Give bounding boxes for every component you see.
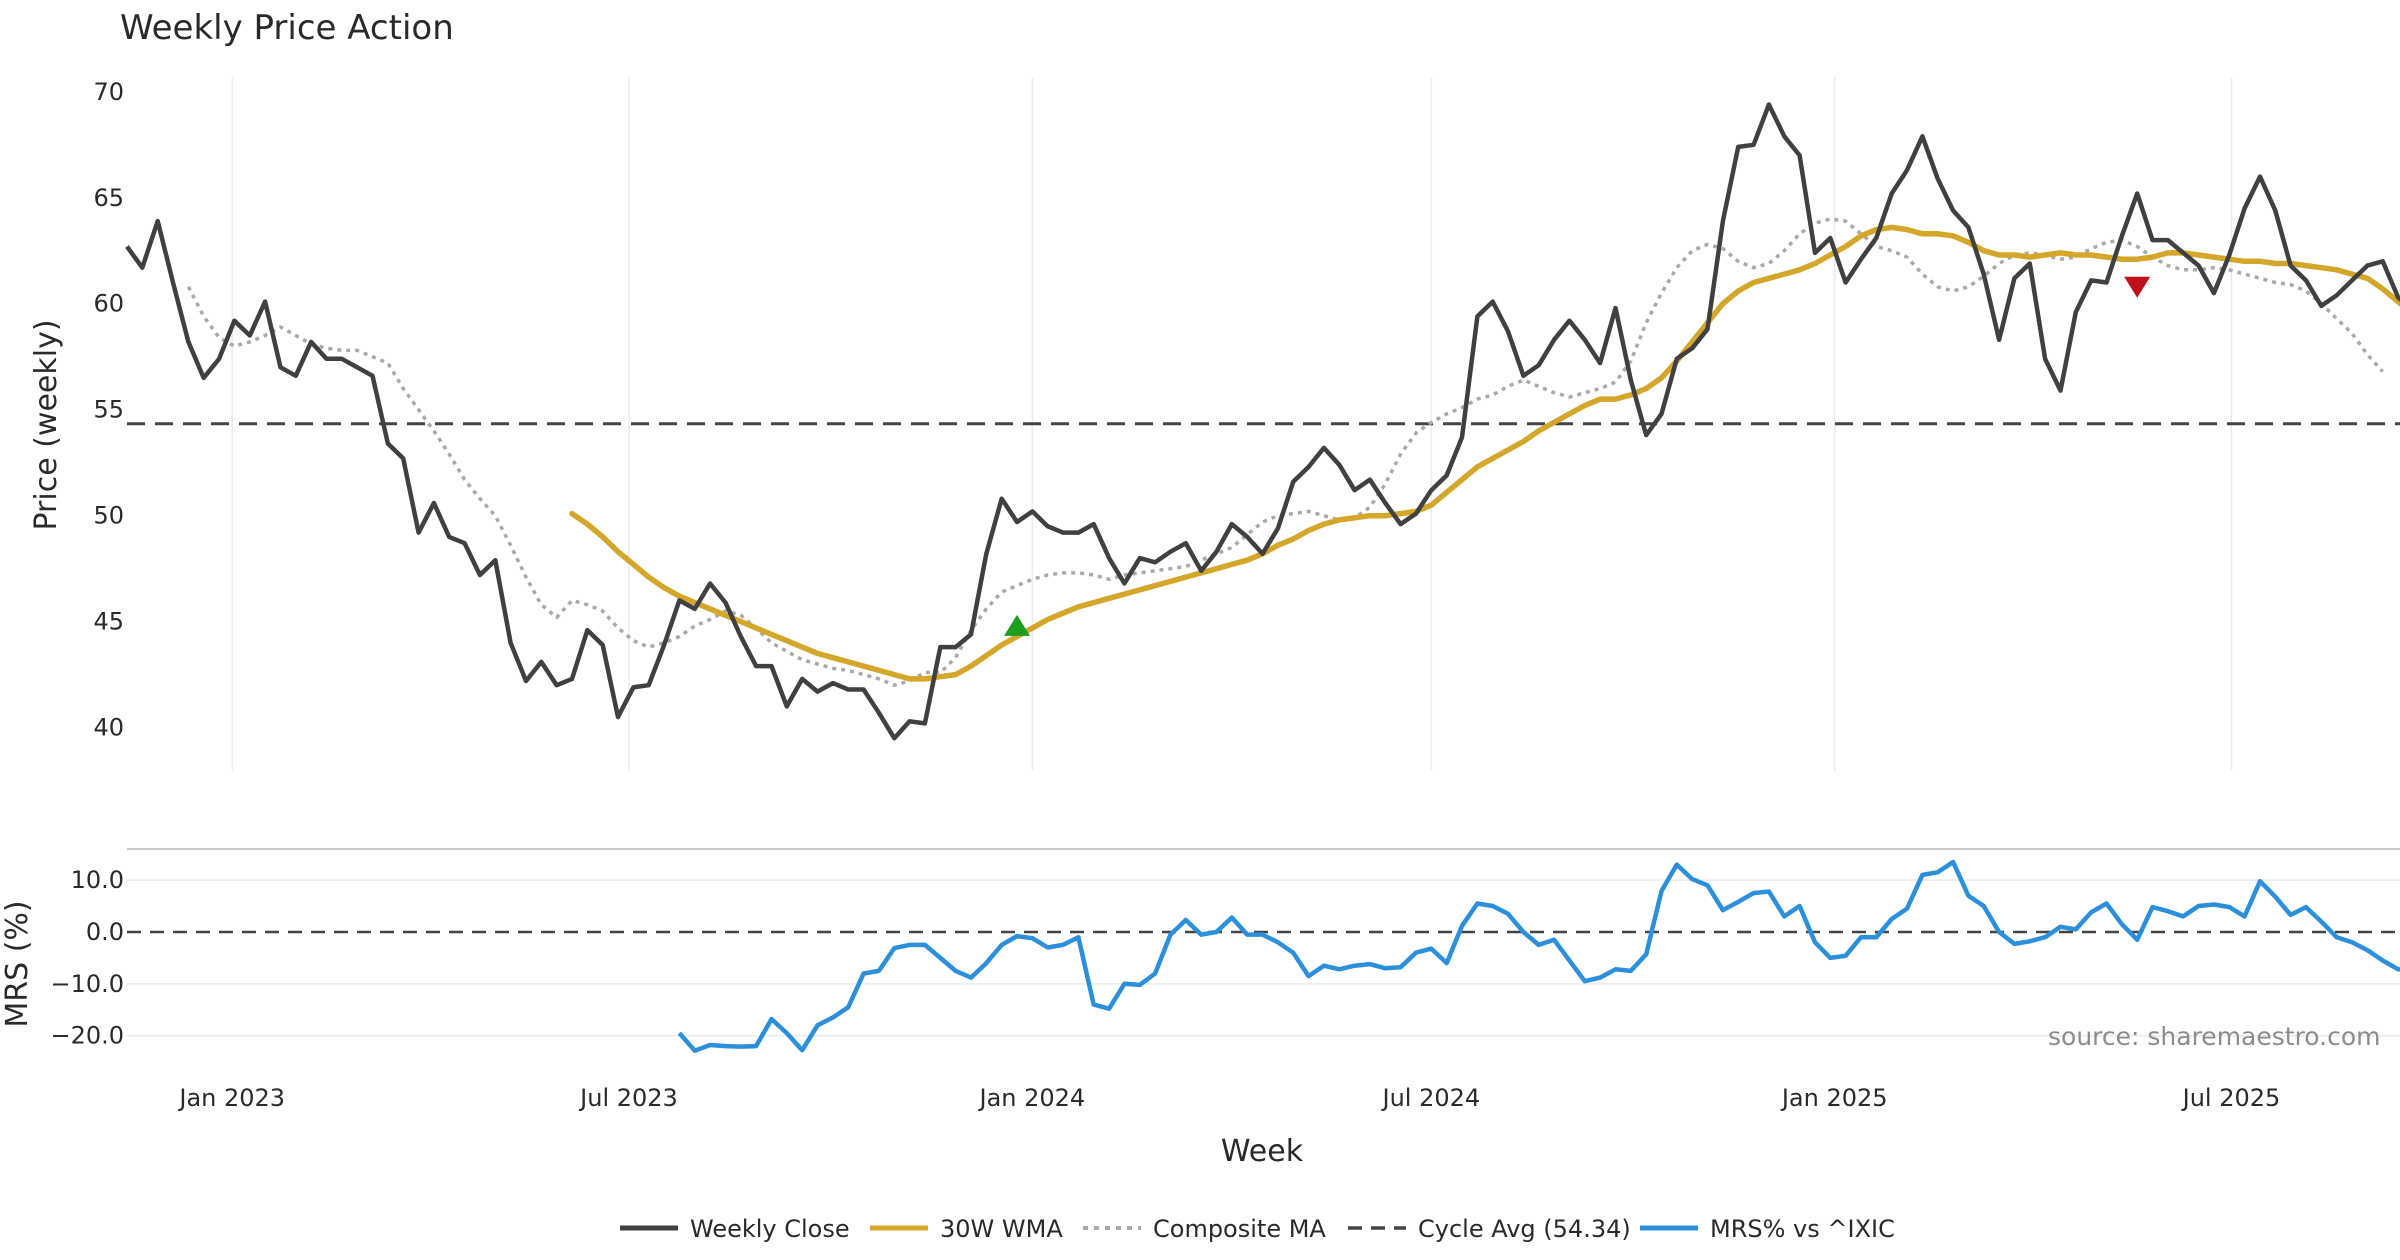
x-tick-jul-2023: Jul 2023 xyxy=(578,1084,678,1112)
mrs-tick-0: 0.0 xyxy=(86,918,124,946)
x-ticks: Jan 2023 Jul 2023 Jan 2024 Jul 2024 Jan … xyxy=(177,1084,2280,1112)
composite-ma-line xyxy=(186,217,2385,687)
mrs-panel: 10.0 0.0 −10.0 −20.0 MRS (%) source: sha… xyxy=(0,848,2400,1053)
source-watermark: source: sharemaestro.com xyxy=(2048,1022,2381,1051)
legend-label-weekly-close: Weekly Close xyxy=(690,1215,850,1243)
price-panel: 40 45 50 55 60 65 70 Price (weekly) xyxy=(29,78,2400,770)
x-axis-label: Week xyxy=(1221,1134,1304,1169)
x-tick-jul-2025: Jul 2025 xyxy=(2181,1084,2281,1112)
mrs-tick-10: 10.0 xyxy=(71,866,124,894)
x-tick-jan-2025: Jan 2025 xyxy=(1780,1084,1888,1112)
mrs-tick-minus-10: −10.0 xyxy=(50,970,124,998)
legend-label-mrs: MRS% vs ^IXIC xyxy=(1710,1215,1895,1243)
price-tick-55: 55 xyxy=(93,396,124,424)
mrs-y-axis-label: MRS (%) xyxy=(0,900,35,1027)
sell-signal-marker xyxy=(2124,276,2151,298)
price-y-ticks: 40 45 50 55 60 65 70 xyxy=(93,78,124,742)
legend-item-mrs: MRS% vs ^IXIC xyxy=(1640,1215,1895,1243)
mrs-y-ticks: 10.0 0.0 −10.0 −20.0 xyxy=(50,866,124,1050)
price-tick-45: 45 xyxy=(93,608,124,636)
price-tick-65: 65 xyxy=(93,184,124,212)
legend-item-composite-ma: Composite MA xyxy=(1083,1215,1326,1243)
price-tick-50: 50 xyxy=(93,502,124,530)
wma-30w-line xyxy=(569,224,2400,682)
x-tick-jan-2024: Jan 2024 xyxy=(978,1084,1086,1112)
mrs-horizontal-gridlines xyxy=(127,879,2400,1037)
weekly-close-line xyxy=(125,102,2400,741)
price-tick-60: 60 xyxy=(93,290,124,318)
legend-label-cycle-avg: Cycle Avg (54.34) xyxy=(1418,1215,1631,1243)
price-y-axis-label: Price (weekly) xyxy=(29,319,64,530)
price-tick-40: 40 xyxy=(93,714,124,742)
mrs-line xyxy=(677,859,2400,1053)
legend-item-weekly-close: Weekly Close xyxy=(620,1215,850,1243)
x-tick-jul-2024: Jul 2024 xyxy=(1380,1084,1480,1112)
legend-item-30w-wma: 30W WMA xyxy=(870,1215,1063,1243)
x-tick-jan-2023: Jan 2023 xyxy=(177,1084,285,1112)
buy-signal-marker xyxy=(1004,614,1031,636)
legend-label-30w-wma: 30W WMA xyxy=(940,1215,1063,1243)
mrs-tick-minus-20: −20.0 xyxy=(50,1022,124,1050)
legend-label-composite-ma: Composite MA xyxy=(1153,1215,1326,1243)
chart-title: Weekly Price Action xyxy=(120,8,454,48)
legend: Weekly Close 30W WMA Composite MA Cycle … xyxy=(620,1215,1895,1243)
price-tick-70: 70 xyxy=(93,78,124,106)
legend-item-cycle-avg: Cycle Avg (54.34) xyxy=(1348,1215,1631,1243)
